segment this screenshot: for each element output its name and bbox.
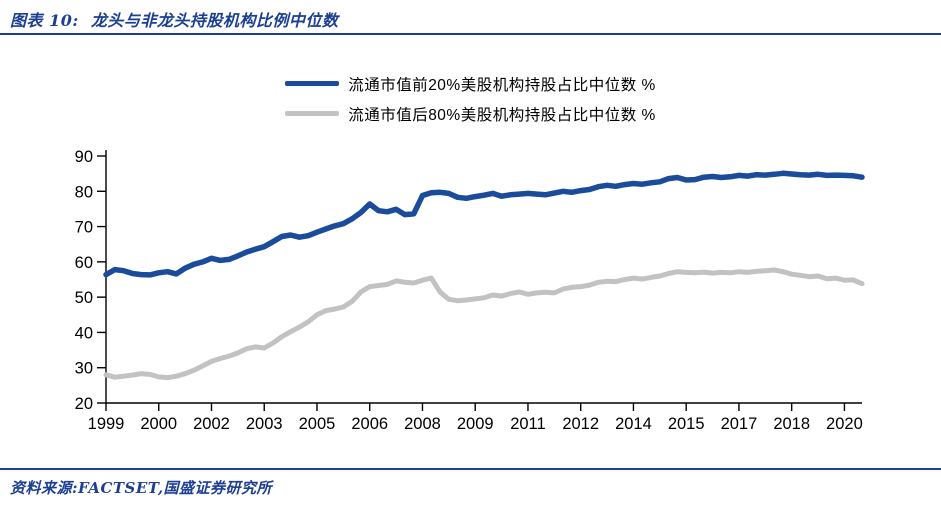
legend-item-bottom80: 流通市值后80%美股机构持股占比中位数 % (285, 102, 656, 125)
x-tick-label: 2006 (351, 415, 388, 433)
x-tick-label: 2009 (457, 415, 494, 433)
legend-swatch-top20-line (285, 81, 340, 86)
x-tick-label: 2011 (510, 415, 545, 433)
x-tick-label: 2015 (668, 415, 705, 433)
legend-item-top20: 流通市值前20%美股机构持股占比中位数 % (285, 72, 656, 95)
x-tick-label: 2008 (404, 415, 441, 433)
axes (105, 150, 862, 404)
y-tick-label: 20 (75, 395, 93, 413)
x-tick-label: 2018 (773, 415, 810, 433)
series-line-bottom80 (103, 267, 865, 381)
x-tick-label: 1999 (88, 415, 125, 433)
y-tick-label: 30 (75, 360, 93, 378)
series-line-top20 (103, 170, 865, 278)
y-tick-label: 90 (75, 148, 93, 166)
x-tick-label: 2014 (615, 415, 652, 433)
x-tick-label: 2000 (140, 415, 177, 433)
legend-swatch-bottom80-line (285, 111, 340, 116)
x-tick-label: 2005 (299, 415, 336, 433)
x-tick-label: 2002 (193, 415, 230, 433)
legend-label-bottom80: 流通市值后80%美股机构持股占比中位数 % (348, 106, 656, 124)
x-tick-label: 2017 (721, 415, 758, 433)
y-tick-label: 80 (75, 183, 93, 201)
x-tick-label: 2012 (562, 415, 599, 433)
source-note: 资料来源:FACTSET,国盛证券研究所 (10, 479, 273, 497)
y-tick-label: 60 (75, 254, 93, 272)
header-divider (0, 33, 941, 35)
line-chart: 20 30 40 50 60 70 80 90 1999 2000 2002 2003 2005 2006… (75, 148, 865, 433)
y-tick-label: 50 (75, 289, 93, 307)
chart-legend: 流通市值前20%美股机构持股占比中位数 % 流通市值后80%美股机构持股占比中位… (0, 72, 941, 125)
y-tick-label: 40 (75, 324, 93, 342)
legend-label-top20: 流通市值前20%美股机构持股占比中位数 % (348, 76, 656, 94)
x-tick-label: 2020 (826, 415, 863, 433)
footer-divider (0, 468, 941, 470)
x-tick-label: 2003 (246, 415, 283, 433)
page-title: 图表 10: 龙头与非龙头持股机构比例中位数 (10, 11, 339, 30)
y-tick-label: 70 (75, 219, 93, 237)
